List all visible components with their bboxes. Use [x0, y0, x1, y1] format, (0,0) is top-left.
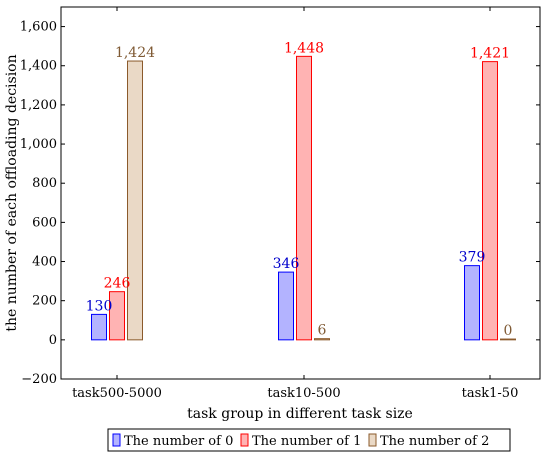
bar [91, 313, 107, 341]
y-tick-label: 400 [32, 255, 57, 270]
legend-frame [107, 428, 511, 452]
bar-data-label: 246 [104, 276, 131, 292]
bar [482, 61, 498, 341]
bar-data-label: 346 [273, 256, 300, 272]
bar-data-label: 1,424 [115, 45, 155, 61]
y-tick-label: 1,200 [20, 98, 57, 113]
y-tick-label: 1,400 [20, 59, 57, 74]
bars [91, 55, 516, 341]
legend-entry-label: The number of 0 [124, 434, 233, 449]
y-tick-label: 800 [32, 176, 57, 191]
bar-data-label: 6 [318, 323, 327, 339]
x-axis-title: task group in different task size [187, 406, 413, 422]
y-tick-label: 0 [49, 333, 57, 348]
bar [296, 55, 312, 341]
y-tick-label: 1,600 [20, 20, 57, 35]
bar [464, 265, 480, 341]
y-tick-label: 600 [32, 215, 57, 230]
bar [127, 60, 143, 341]
x-tick-label: task500-5000 [72, 386, 162, 401]
data-labels: 130 346 379 246 1,448 1,421 1,424 6 0 [86, 40, 513, 339]
legend-entry-label: The number of 2 [380, 434, 489, 449]
bar-data-label: 1,448 [284, 40, 324, 56]
x-axis: task500-5000 task10-500 task1-50 [72, 7, 518, 401]
y-tick-label: −200 [21, 372, 57, 387]
legend-swatch [368, 433, 377, 447]
legend-swatch [240, 433, 249, 447]
bar [314, 338, 330, 341]
legend: The number of 0 The number of 1 The number… [107, 428, 511, 452]
bar-data-label: 130 [86, 298, 113, 314]
x-tick-label: task10-500 [267, 386, 340, 401]
y-axis-title: the number of each offloading decision [4, 54, 20, 331]
y-tick-label: 200 [32, 294, 57, 309]
plot-area-frame [60, 6, 541, 380]
bar [500, 338, 516, 341]
legend-swatch [112, 433, 121, 447]
x-tick-label: task1-50 [462, 386, 519, 401]
bar-data-label: 379 [459, 250, 486, 266]
bar [109, 291, 125, 341]
y-tick-label: 1,000 [20, 137, 57, 152]
bar-data-label: 0 [504, 323, 513, 339]
legend-entry-label: The number of 1 [252, 434, 361, 449]
bar-data-label: 1,421 [470, 46, 510, 62]
bar [278, 271, 294, 341]
y-axis: −200 0 200 400 600 800 1,000 1,200 1,400 1,600 [20, 20, 540, 387]
